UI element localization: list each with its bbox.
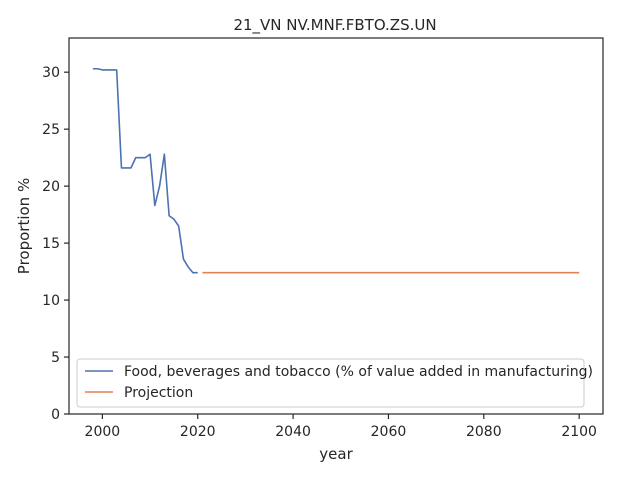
y-axis: 0 5 10 15 20 25 30 <box>42 65 69 423</box>
y-tick-label: 5 <box>51 350 60 366</box>
chart-title: 21_VN NV.MNF.FBTO.ZS.UN <box>233 16 436 35</box>
legend-label-0: Food, beverages and tobacco (% of value … <box>124 364 593 380</box>
y-tick-label: 0 <box>51 407 60 423</box>
x-tick-label: 2080 <box>466 424 502 440</box>
x-tick-label: 2000 <box>85 424 121 440</box>
x-tick-label: 2040 <box>275 424 311 440</box>
x-axis: 2000 2020 2040 2060 2080 2100 <box>85 414 597 440</box>
plot-area <box>92 67 580 274</box>
legend: Food, beverages and tobacco (% of value … <box>76 358 593 408</box>
x-tick-label: 2100 <box>561 424 597 440</box>
x-tick-label: 2060 <box>371 424 407 440</box>
plot-frame <box>68 37 604 415</box>
x-tick-label: 2020 <box>180 424 216 440</box>
y-tick-label: 15 <box>42 236 60 252</box>
y-tick-label: 25 <box>42 122 60 138</box>
y-axis-label: Proportion % <box>15 178 33 274</box>
legend-label-1: Projection <box>124 385 193 401</box>
series-line-0 <box>92 67 198 274</box>
y-tick-label: 20 <box>42 179 60 195</box>
legend-box <box>76 358 585 408</box>
y-tick-label: 10 <box>42 293 60 309</box>
x-axis-label: year <box>319 445 353 463</box>
y-tick-label: 30 <box>42 65 60 81</box>
